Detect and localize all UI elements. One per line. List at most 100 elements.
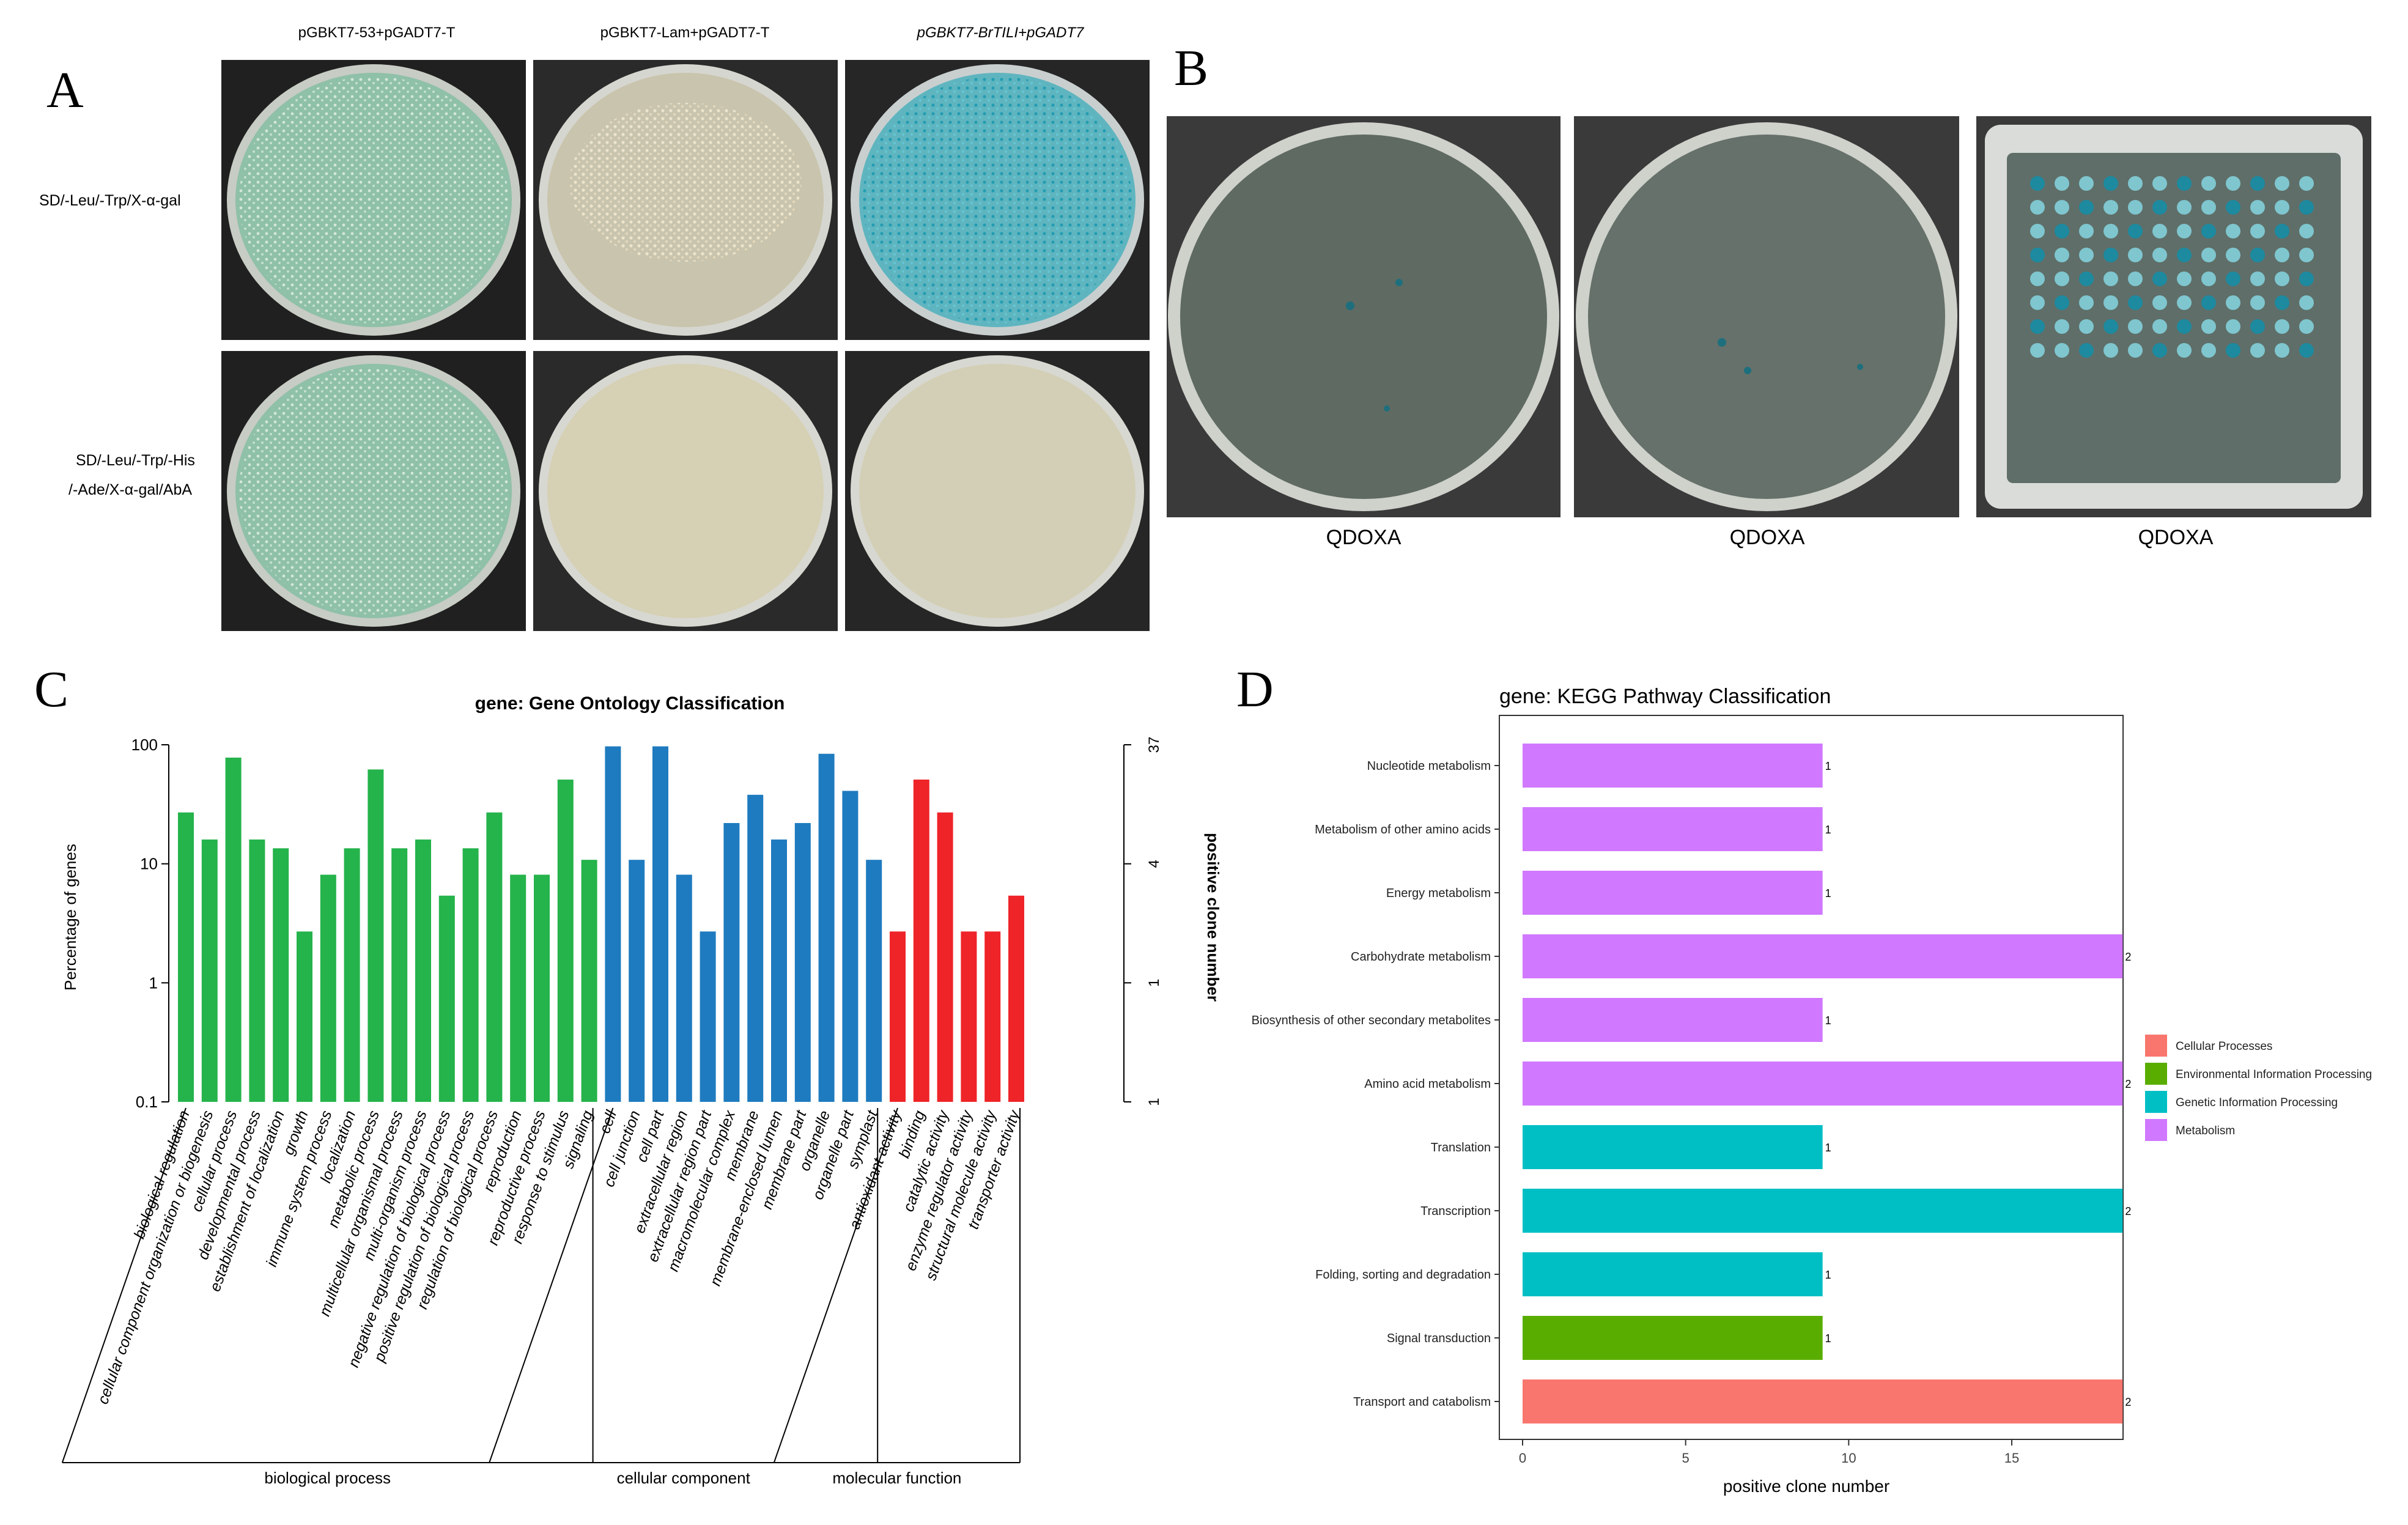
yeast-spot	[2030, 176, 2045, 191]
go-group-label: biological process	[264, 1469, 391, 1487]
yeast-spot	[2250, 319, 2265, 334]
go-bar	[794, 823, 811, 1102]
kegg-bar-label: 1	[1825, 1332, 1831, 1345]
kegg-bar-label: 2	[2125, 1205, 2131, 1217]
petri-dish-a4-drawing	[227, 355, 520, 627]
yeast-spot	[2128, 176, 2143, 191]
go-bar	[700, 931, 716, 1102]
go-bar	[391, 848, 408, 1102]
yeast-spot	[2177, 295, 2192, 310]
kegg-y-tick-label: Folding, sorting and degradation	[1315, 1268, 1491, 1282]
kegg-bar	[1523, 871, 1823, 915]
go-chart-y-axis-label: Percentage of genes	[61, 844, 79, 991]
kegg-y-tick-label: Amino acid metabolism	[1364, 1077, 1491, 1091]
go-bar	[961, 931, 977, 1102]
petri-dish-photo-a1	[221, 60, 526, 340]
yeast-spot	[2103, 200, 2118, 215]
kegg-bar-label: 1	[1825, 1142, 1831, 1154]
kegg-bar	[1523, 934, 2123, 978]
yeast-spot	[2055, 271, 2069, 286]
kegg-bar-label: 1	[1825, 824, 1831, 836]
yeast-spot	[2226, 343, 2240, 358]
go-y-tick-label: 0.1	[136, 1093, 158, 1111]
petri-dish-photo-a6	[845, 351, 1150, 631]
go-group-label: molecular function	[832, 1469, 961, 1487]
yeast-spot	[2128, 271, 2143, 286]
kegg-y-tick-label: Metabolism of other amino acids	[1315, 823, 1491, 836]
kegg-y-tick-label: Energy metabolism	[1386, 887, 1491, 900]
go-group-bracket-edge	[773, 1107, 898, 1463]
go-bar	[984, 931, 1001, 1102]
kegg-y-tick-label: Nucleotide metabolism	[1367, 759, 1491, 773]
yeast-spot	[2275, 295, 2289, 310]
panel-d-letter: D	[1236, 661, 1274, 718]
go-bar	[676, 874, 692, 1102]
kegg-y-tick-label: Transcription	[1420, 1205, 1491, 1218]
go-bar	[913, 779, 929, 1102]
go-bar	[557, 779, 574, 1102]
kegg-x-tick-label: 0	[1519, 1450, 1526, 1466]
yeast-spot	[2055, 176, 2069, 191]
panel-b-label-3: QDOXA	[2138, 526, 2214, 549]
go-group-label: cellular component	[617, 1469, 751, 1487]
petri-dish-a3-drawing	[851, 64, 1144, 336]
kegg-y-tick-label: Biosynthesis of other secondary metaboli…	[1252, 1014, 1491, 1027]
kegg-legend-label: Metabolism	[2176, 1124, 2235, 1137]
yeast-spot	[2275, 224, 2289, 238]
go-bar	[534, 874, 550, 1102]
yeast-spot	[2055, 224, 2069, 238]
kegg-legend-label: Cellular Processes	[2176, 1040, 2272, 1053]
yeast-spot	[2275, 248, 2289, 262]
yeast-spot	[2079, 319, 2094, 334]
panel-b-letter: B	[1174, 40, 1209, 97]
go-bar	[297, 931, 312, 1102]
go-y2-tick-label: 1	[1146, 1098, 1162, 1106]
petri-dish-photo-a2	[533, 60, 838, 340]
go-bar	[344, 848, 360, 1102]
kegg-bar	[1523, 807, 1823, 851]
yeast-spot	[2177, 176, 2192, 191]
yeast-spot	[2152, 224, 2167, 238]
petri-dish-b1-drawing	[1168, 122, 1559, 511]
kegg-y-tick-label: Signal transduction	[1387, 1332, 1491, 1345]
yeast-spot	[2250, 295, 2265, 310]
kegg-classification-chart: gene: KEGG Pathway Classification positi…	[1252, 685, 2372, 1496]
yeast-spot	[2079, 248, 2094, 262]
go-bar	[818, 753, 835, 1102]
yeast-spot	[2299, 224, 2314, 238]
kegg-bar	[1523, 1316, 1823, 1360]
kegg-y-tick-label: Transport and catabolism	[1353, 1395, 1491, 1409]
yeast-spot	[2103, 176, 2118, 191]
yeast-spot	[2030, 295, 2045, 310]
go-bar	[581, 860, 597, 1102]
kegg-y-tick-label: Carbohydrate metabolism	[1351, 950, 1491, 964]
yeast-spot	[2103, 319, 2118, 334]
yeast-spot	[2201, 248, 2216, 262]
go-chart-y2-axis-label: positive clone number	[1204, 833, 1222, 1002]
kegg-bar	[1523, 744, 1823, 788]
kegg-bar	[1523, 1062, 2123, 1106]
go-group-bracket-edge	[489, 1107, 614, 1463]
kegg-chart-x-axis-label: positive clone number	[1723, 1477, 1889, 1496]
yeast-spot	[2226, 271, 2240, 286]
go-bar	[438, 895, 455, 1102]
go-bar	[890, 931, 906, 1102]
go-bar	[320, 874, 336, 1102]
panel-a-column-label-3: pGBKT7-BrTILI+pGADT7	[917, 24, 1084, 41]
yeast-spot	[2177, 200, 2192, 215]
yeast-spot	[2275, 271, 2289, 286]
kegg-bar-label: 1	[1825, 887, 1831, 899]
go-bar	[605, 746, 621, 1102]
yeast-spot	[2055, 200, 2069, 215]
petri-dish-photo-b1	[1167, 116, 1560, 517]
go-y-tick-label: 10	[140, 855, 158, 873]
yeast-spot	[2250, 271, 2265, 286]
yeast-spot	[2201, 176, 2216, 191]
yeast-spot	[2201, 319, 2216, 334]
go-y2-tick-label: 4	[1146, 860, 1162, 868]
kegg-bar-label: 2	[2125, 951, 2131, 963]
panel-c-letter: C	[34, 661, 69, 718]
petri-dish-a1-drawing	[227, 64, 520, 336]
kegg-legend-label: Environmental Information Processing	[2176, 1068, 2372, 1081]
go-bar	[747, 794, 764, 1102]
